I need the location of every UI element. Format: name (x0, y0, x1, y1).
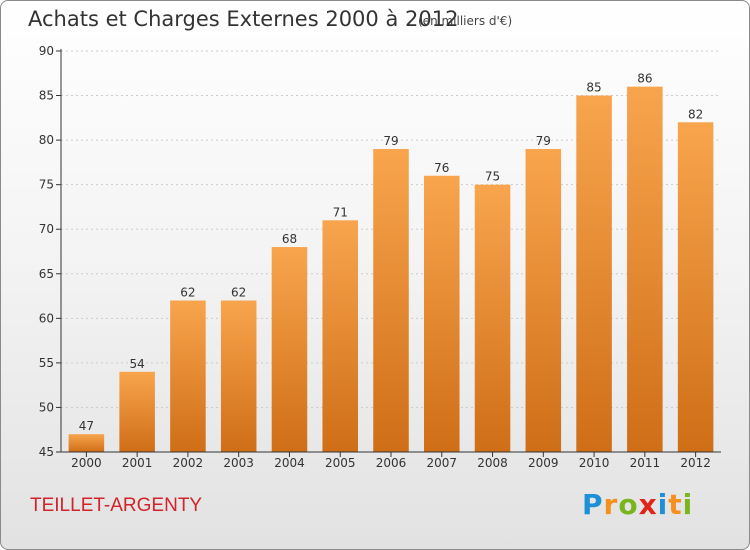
y-tick-label: 90 (39, 44, 54, 58)
data-label: 68 (282, 232, 297, 246)
x-tick-label: 2010 (579, 456, 610, 470)
x-tick-label: 2006 (376, 456, 407, 470)
chart-title: Achats et Charges Externes 2000 à 2012 (28, 7, 459, 31)
logo-letter: i (657, 488, 669, 521)
y-tick-label: 45 (39, 445, 54, 459)
data-label: 79 (383, 134, 398, 148)
data-label: 75 (485, 170, 500, 184)
data-label: 71 (333, 205, 348, 219)
data-label: 47 (79, 419, 94, 433)
x-tick-label: 2011 (630, 456, 661, 470)
bar (373, 149, 409, 452)
x-tick-label: 2000 (71, 456, 102, 470)
y-tick-label: 80 (39, 133, 54, 147)
label-layer: 47 54 62 62 68 71 79 76 75 79 85 86 82 (79, 72, 704, 434)
x-tick-label: 2005 (325, 456, 356, 470)
bar (627, 86, 663, 453)
x-tick-label: 2003 (223, 456, 254, 470)
data-label: 82 (688, 107, 703, 121)
data-label: 62 (231, 286, 246, 300)
y-tick-label: 55 (39, 356, 54, 370)
bar (68, 434, 105, 452)
data-label: 76 (434, 161, 449, 175)
x-tick-label: 2008 (477, 456, 508, 470)
logo-letter: i (682, 488, 694, 521)
data-label: 62 (180, 286, 195, 300)
data-label: 86 (637, 72, 652, 86)
bar (474, 184, 511, 452)
x-tick-label: 2012 (680, 456, 711, 470)
y-tick-label: 50 (39, 400, 54, 414)
logo-letter: t (668, 488, 683, 521)
x-tick-label: 2001 (122, 456, 153, 470)
y-tick-label: 75 (39, 178, 54, 192)
bar-layer (68, 86, 714, 453)
x-tick-label: 2007 (426, 456, 457, 470)
bar (271, 247, 308, 452)
y-tick-label: 70 (39, 222, 54, 236)
bar (525, 149, 562, 452)
logo-letter: x (638, 488, 658, 521)
logo-letter: P (582, 488, 604, 521)
data-label: 85 (586, 81, 601, 95)
data-label: 54 (130, 357, 145, 371)
data-label: 79 (536, 134, 551, 148)
bar (322, 220, 358, 452)
y-tick-label: 60 (39, 311, 54, 325)
axis-layer: 45 50 55 60 65 70 75 80 85 90 2000 2001 2002 2003 2004… (39, 44, 721, 470)
y-tick-label: 65 (39, 267, 54, 281)
bar (424, 175, 460, 452)
bar (677, 122, 714, 453)
logo-letter: r (603, 488, 619, 521)
commune-name: TEILLET-ARGENTY (30, 495, 203, 516)
bar (170, 300, 206, 452)
x-tick-label: 2009 (528, 456, 559, 470)
chart-subtitle: (en milliers d'€) (418, 14, 513, 28)
x-tick-label: 2002 (173, 456, 204, 470)
logo-letter: o (618, 488, 639, 521)
bar (576, 95, 612, 453)
bar (220, 300, 257, 452)
bar (119, 371, 155, 452)
x-tick-label: 2004 (274, 456, 305, 470)
proxiti-logo[interactable]: Proxiti (582, 488, 693, 521)
y-tick-label: 85 (39, 89, 54, 103)
